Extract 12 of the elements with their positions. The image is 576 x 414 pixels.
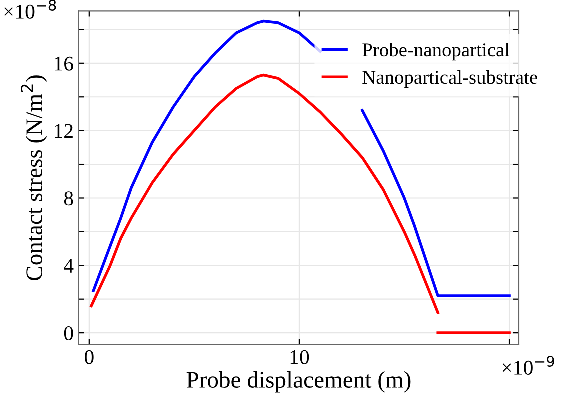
y-tick-label: 16	[55, 56, 74, 71]
y-tick-label: 8	[64, 192, 74, 206]
text: ×10$^{−8}$	[4, 0, 56, 19]
x-axis-title: Probe displacement (m)	[186, 371, 411, 393]
y-tick-label: 0	[64, 326, 74, 340]
x-tick-label: 10	[290, 350, 310, 364]
legend-label: Probe-nanopartical	[362, 42, 510, 61]
y-tick-label: 12	[55, 124, 73, 138]
text: ×10$^{−9}$	[502, 356, 554, 375]
y-tick-label: 4	[64, 259, 74, 273]
legend-label: Nanopartical-substrate	[362, 70, 538, 88]
y-axis-title: Contact stress (N/m$^{2}$)	[20, 76, 48, 280]
